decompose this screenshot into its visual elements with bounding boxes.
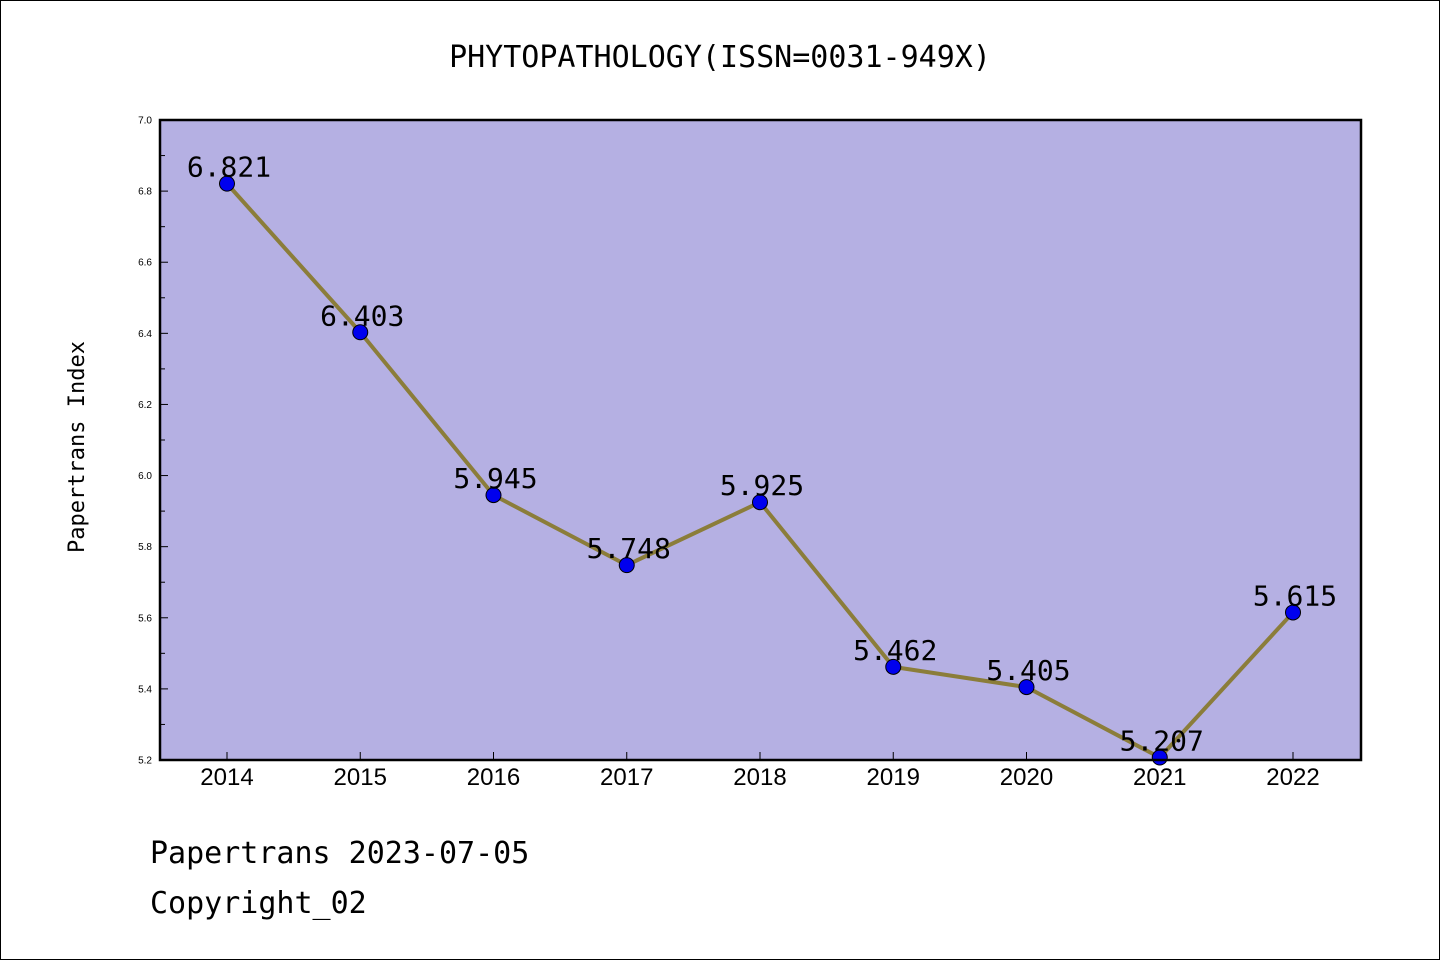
y-tick-label: 7.0 [138,116,152,127]
footer-copyright: Copyright_02 [150,886,367,921]
x-tick-label: 2021 [1133,764,1186,791]
y-tick-label: 6.6 [138,258,152,269]
data-point [1285,604,1301,621]
y-tick-label: 6.4 [138,329,152,340]
data-point [752,494,768,511]
data-label: 6.821 [187,151,271,184]
data-label: 5.462 [853,634,937,667]
y-tick-label: 5.4 [138,684,152,695]
data-point [618,557,635,574]
y-tick-label: 6.8 [138,187,152,198]
x-tick-label: 2022 [1266,764,1319,791]
x-axis: 2014 2015 2016 2017 2018 2019 2020 2021 2022 [200,752,1320,791]
data-label: 5.748 [587,532,671,565]
x-tick-label: 2016 [467,764,520,791]
x-tick-label: 2018 [733,764,786,791]
data-label: 5.207 [1120,725,1204,758]
data-point [1018,679,1035,696]
data-point [485,487,502,504]
y-tick-label: 5.2 [138,756,152,767]
plot-area [160,120,1361,760]
x-tick-label: 2019 [867,764,920,791]
plot-border [158,118,1363,762]
x-tick-label: 2014 [200,764,253,791]
y-tick-label: 5.8 [138,542,152,553]
chart-title: PHYTOPATHOLOGY(ISSN=0031-949X) [449,40,991,75]
data-label: 5.925 [720,469,804,502]
data-point [219,175,235,192]
y-tick-label: 6.2 [138,400,152,411]
x-tick-label: 2017 [600,764,653,791]
footer-date: Papertrans 2023-07-05 [150,836,530,871]
x-tick-label: 2020 [1000,764,1053,791]
x-tick-label: 2015 [334,764,387,791]
y-tick-label: 5.6 [138,613,152,624]
data-point [352,324,369,341]
series-markers [219,175,1301,766]
data-labels: 6.821 6.403 5.945 5.748 5.925 5.462 5.405 5.207… [187,151,1337,758]
data-point [885,658,902,675]
data-point [1151,749,1168,766]
y-axis-label: Papertrans Index [65,341,90,553]
data-label: 5.405 [986,654,1070,687]
y-tick-label: 6.0 [138,471,152,482]
data-label: 5.945 [453,462,537,495]
data-label: 5.615 [1253,579,1337,612]
data-label: 6.403 [320,299,404,332]
